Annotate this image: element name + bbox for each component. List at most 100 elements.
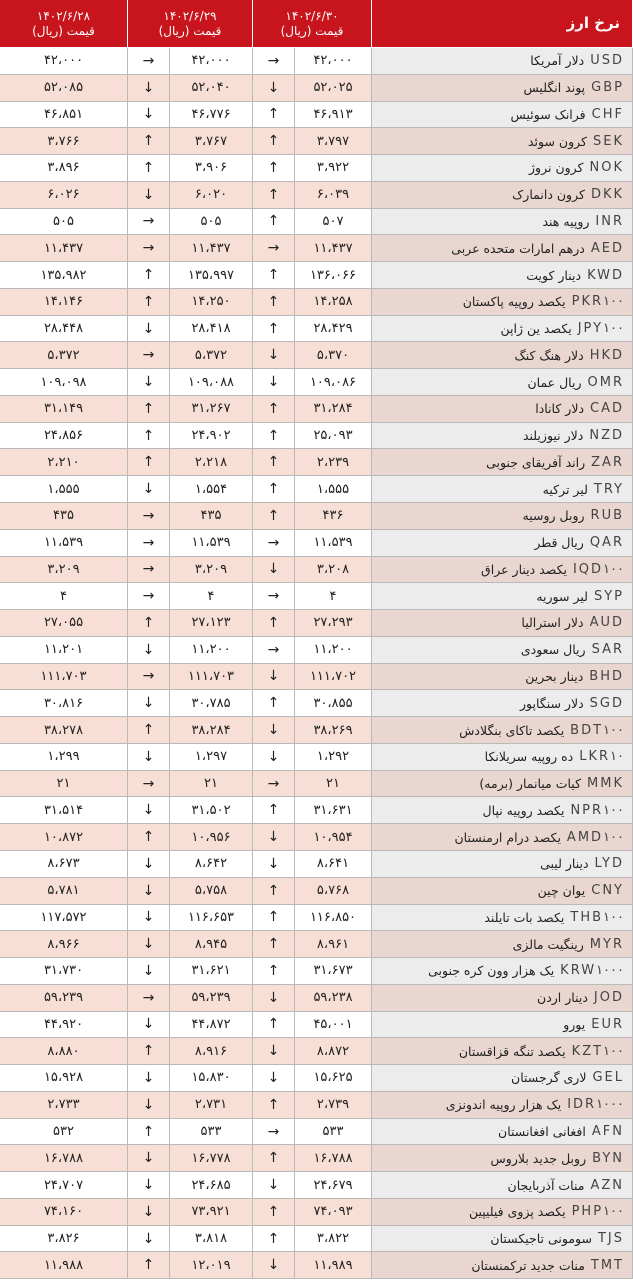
arrow: ↓ xyxy=(253,1038,295,1066)
price: ۱،۲۹۲ xyxy=(295,743,372,771)
currency-code: JOD xyxy=(593,990,624,1006)
arrow: ↑ xyxy=(128,824,170,851)
price: ۲۸،۴۴۸ xyxy=(0,315,128,343)
column-header: ۱۴۰۲/۶/۲۹ قیمت (ریال) xyxy=(128,0,253,48)
price: ۴ xyxy=(0,583,128,611)
currency-code: EUR xyxy=(591,1016,624,1032)
currency-name: یکصد بات تایلند xyxy=(484,909,565,925)
price: ۱۱،۹۸۸ xyxy=(0,1252,128,1280)
currency-code: NZD xyxy=(589,428,624,444)
price: ۸،۶۷۳ xyxy=(0,850,128,878)
price: ۷۴،۰۹۳ xyxy=(295,1198,372,1226)
currency-name: یکصد تاکای بنگلادش xyxy=(459,722,565,738)
currency-code: GEL xyxy=(592,1070,624,1086)
currency-cell: یوان چین CNY xyxy=(372,877,633,905)
arrow: ↑ xyxy=(253,315,295,343)
arrow: ↓ xyxy=(128,1225,170,1253)
price: ۴۶،۸۵۱ xyxy=(0,101,128,129)
currency-name: ریال سعودی xyxy=(520,642,586,658)
price: ۳۱،۲۶۷ xyxy=(170,395,253,423)
currency-code: AFN xyxy=(591,1124,624,1139)
arrow: ↓ xyxy=(128,690,170,718)
price: ۳،۹۰۶ xyxy=(170,155,253,182)
price: ۴۶،۹۱۳ xyxy=(295,101,372,129)
arrow: ↓ xyxy=(253,369,295,396)
arrow: ↓ xyxy=(128,958,170,985)
price: ۱۴،۲۵۰ xyxy=(170,288,253,316)
currency-name: افغانی افغانستان xyxy=(498,1124,586,1139)
currency-name: یورو xyxy=(563,1016,586,1032)
arrow: ↓ xyxy=(128,369,170,396)
arrow: ↓ xyxy=(253,556,295,584)
currency-cell: روبل روسیه RUB xyxy=(372,503,633,530)
currency-cell: دلار هنگ کنگ HKD xyxy=(372,342,633,370)
arrow: ↓ xyxy=(253,1065,295,1092)
price: ۵،۳۷۲ xyxy=(0,342,128,370)
currency-code: LYD xyxy=(594,856,624,872)
arrow: ↑ xyxy=(253,931,295,959)
currency-code: KRW۱۰۰۰ xyxy=(560,963,624,979)
arrow: ↑ xyxy=(253,449,295,477)
arrow: → xyxy=(128,342,170,370)
price: ۱۱،۲۰۰ xyxy=(295,636,372,664)
arrow: ↑ xyxy=(128,128,170,156)
price: ۴۳۵ xyxy=(0,503,128,530)
price: ۲۵،۰۹۳ xyxy=(295,422,372,450)
arrow: ↓ xyxy=(128,476,170,504)
date: ۱۴۰۲/۶/۲۹ xyxy=(163,8,217,23)
currency-code: THB۱۰۰ xyxy=(570,909,624,925)
currency-name: دلار کانادا xyxy=(535,401,585,417)
arrow: ↑ xyxy=(253,128,295,156)
price: ۳،۷۶۷ xyxy=(170,128,253,156)
currency-cell: درهم امارات متحده عربی AED xyxy=(372,235,633,263)
arrow: ↓ xyxy=(128,74,170,102)
arrow: → xyxy=(253,529,295,557)
currency-name: دینار اردن xyxy=(537,990,588,1006)
price: ۵،۷۵۸ xyxy=(170,877,253,905)
price: ۲۸،۴۲۹ xyxy=(295,315,372,343)
currency-name: یوان چین xyxy=(537,883,586,899)
price: ۲۱ xyxy=(0,770,128,798)
price: ۱۶،۷۷۸ xyxy=(170,1145,253,1173)
currency-code: GBP xyxy=(591,80,624,96)
currency-cell: یورو EUR xyxy=(372,1011,633,1039)
price: ۵،۳۷۲ xyxy=(170,342,253,370)
arrow: ↑ xyxy=(128,610,170,637)
arrow: → xyxy=(128,48,170,75)
price: ۵،۷۸۱ xyxy=(0,877,128,905)
currency-cell: منات جدید ترکمنستان TMT xyxy=(372,1252,633,1280)
currency-name: یکصد درام ارمنستان xyxy=(454,829,561,845)
price: ۵۳۳ xyxy=(295,1118,372,1146)
currency-name: یکصد روپیه پاکستان xyxy=(462,294,566,310)
currency-code: SAR xyxy=(591,642,624,658)
currency-code: TRY xyxy=(593,481,624,497)
currency-code: QAR xyxy=(589,535,624,551)
price: ۲۷،۰۵۵ xyxy=(0,610,128,637)
currency-cell: دینار اردن JOD xyxy=(372,984,633,1012)
price: ۱۰،۹۵۴ xyxy=(295,824,372,851)
price: ۱۶،۷۸۸ xyxy=(0,1145,128,1173)
price: ۱۳۵،۹۸۲ xyxy=(0,262,128,289)
currency-cell: فرانک سوئیس CHF xyxy=(372,101,633,129)
currency-code: ZAR xyxy=(591,454,624,470)
arrow: ↓ xyxy=(128,181,170,209)
arrow: ↓ xyxy=(253,663,295,691)
currency-code: IQD۱۰۰ xyxy=(572,561,624,577)
currency-code: DKK xyxy=(590,187,624,203)
arrow: → xyxy=(253,48,295,75)
currency-name: روبل روسیه xyxy=(522,508,585,524)
currency-cell: یکصد روپیه پاکستان PKR۱۰۰ xyxy=(372,288,633,316)
currency-cell: ریال عمان OMR xyxy=(372,369,633,396)
currency-cell: روبل جدید بلاروس BYN xyxy=(372,1145,633,1173)
arrow: ↑ xyxy=(253,1145,295,1173)
arrow: → xyxy=(128,984,170,1012)
price: ۲۴،۹۰۲ xyxy=(170,422,253,450)
arrow: → xyxy=(128,556,170,584)
price: ۴۲،۰۰۰ xyxy=(170,48,253,75)
price: ۴۴،۹۲۰ xyxy=(0,1011,128,1039)
date: ۱۴۰۲/۶/۳۰ xyxy=(285,8,339,23)
price: ۲۴،۸۵۶ xyxy=(0,422,128,450)
price: ۶،۰۲۶ xyxy=(0,181,128,209)
arrow: ↑ xyxy=(253,877,295,905)
